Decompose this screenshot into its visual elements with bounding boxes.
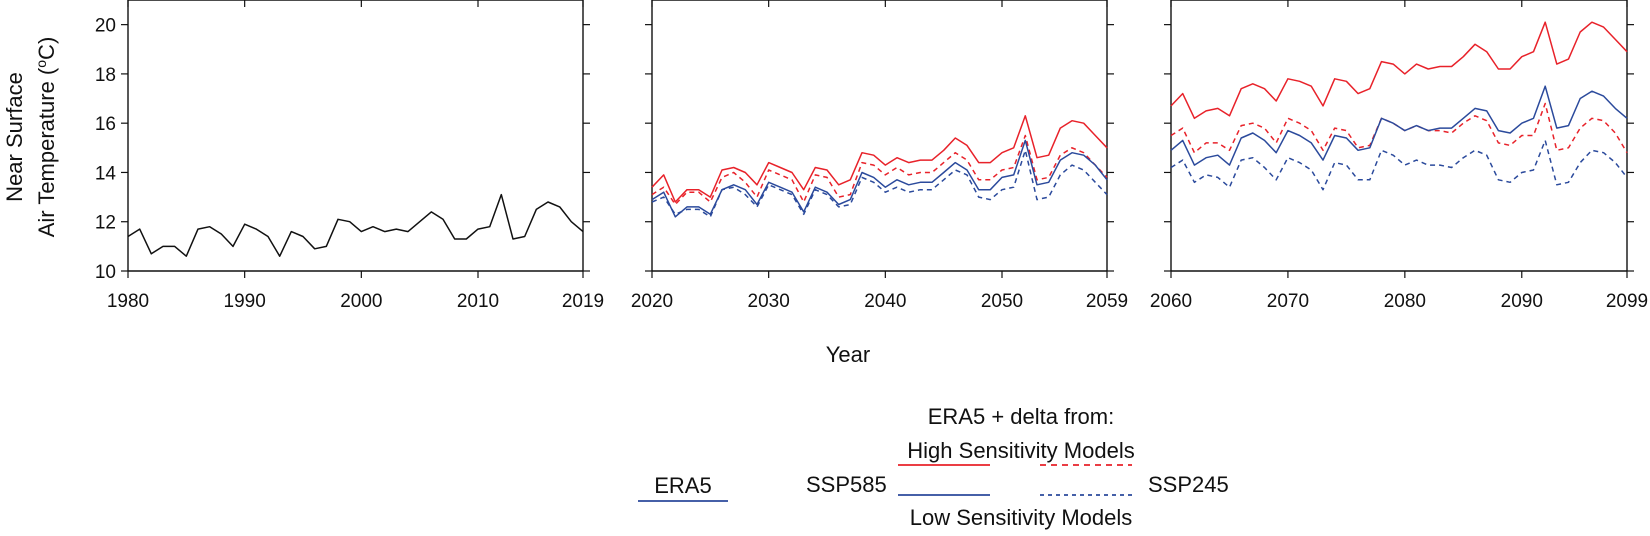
panel-mid-century-xtick-label-2020: 2020 — [631, 291, 673, 312]
panel-historical-xtick-label-2000: 2000 — [340, 291, 382, 312]
panel-end-century-xtick-label-2060: 2060 — [1150, 291, 1192, 312]
panel-end-century-xtick-label-2070: 2070 — [1267, 291, 1309, 312]
ytick-label-18: 18 — [95, 65, 116, 86]
series-line-end-century-low-sensitivity-ssp585 — [1170, 85, 1628, 166]
panel-historical-xtick-label-2010: 2010 — [457, 291, 499, 312]
panel-historical-xtick-label-2019: 2019 — [562, 291, 604, 312]
series-line-mid-century-high-sensitivity-ssp245 — [651, 134, 1108, 206]
legend-low-sensitivity-label: Low Sensitivity Models — [910, 505, 1133, 530]
series-line-end-century-high-sensitivity-ssp585 — [1170, 21, 1628, 120]
panel-historical: 1980 1990 2000 2010 2019 10 12 14 16 18 20 — [95, 0, 604, 312]
ytick-label-16: 16 — [95, 114, 116, 135]
x-axis-title: Year — [826, 342, 870, 367]
y-axis-title-main: Air Temperature ( — [34, 67, 59, 237]
panel-historical-xtick-label-1980: 1980 — [107, 291, 149, 312]
panel-mid-century-xtick-label-2040: 2040 — [864, 291, 906, 312]
panel-end-century-xtick-label-2080: 2080 — [1384, 291, 1426, 312]
series-line-end-century-low-sensitivity-ssp245 — [1170, 139, 1628, 191]
ytick-label-10: 10 — [95, 262, 116, 283]
panel-historical-xtick-label-1990: 1990 — [224, 291, 266, 312]
y-axis-title-line2: Air Temperature (oC) — [33, 37, 59, 238]
legend-high-sensitivity-label: High Sensitivity Models — [907, 438, 1134, 463]
series-line-mid-century-low-sensitivity-ssp245 — [651, 149, 1108, 218]
y-axis-title-line1: Near Surface — [2, 72, 27, 202]
series-line-end-century-high-sensitivity-ssp245 — [1170, 102, 1628, 154]
panel-end-century-xtick-label-2090: 2090 — [1501, 291, 1543, 312]
panel-end-century: 2060 2070 2080 2090 2099 — [1150, 0, 1648, 312]
series-line-mid-century-high-sensitivity-ssp585 — [651, 115, 1108, 203]
y-axis-title-superscript: o — [33, 60, 49, 68]
legend-era5-label: ERA5 — [654, 473, 711, 498]
ytick-label-20: 20 — [95, 16, 116, 37]
panel-mid-century-xtick-label-2059: 2059 — [1086, 291, 1128, 312]
y-axis-title-unit: C) — [34, 37, 59, 60]
ytick-label-14: 14 — [95, 163, 117, 184]
panel-mid-century: 2020 2030 2040 2050 2059 — [631, 0, 1128, 312]
panel-mid-century-xtick-label-2050: 2050 — [981, 291, 1023, 312]
legend: ERA5 + delta from: High Sensitivity Mode… — [638, 404, 1229, 530]
series-line-historical-era5 — [127, 193, 584, 257]
panel-mid-century-xtick-label-2030: 2030 — [748, 291, 790, 312]
series-line-mid-century-low-sensitivity-ssp585 — [651, 139, 1108, 218]
legend-ssp585-label: SSP585 — [806, 472, 887, 497]
legend-header: ERA5 + delta from: — [928, 404, 1114, 429]
ytick-label-12: 12 — [95, 213, 116, 234]
panel-end-century-xtick-label-2099: 2099 — [1606, 291, 1648, 312]
legend-ssp245-label: SSP245 — [1148, 472, 1229, 497]
